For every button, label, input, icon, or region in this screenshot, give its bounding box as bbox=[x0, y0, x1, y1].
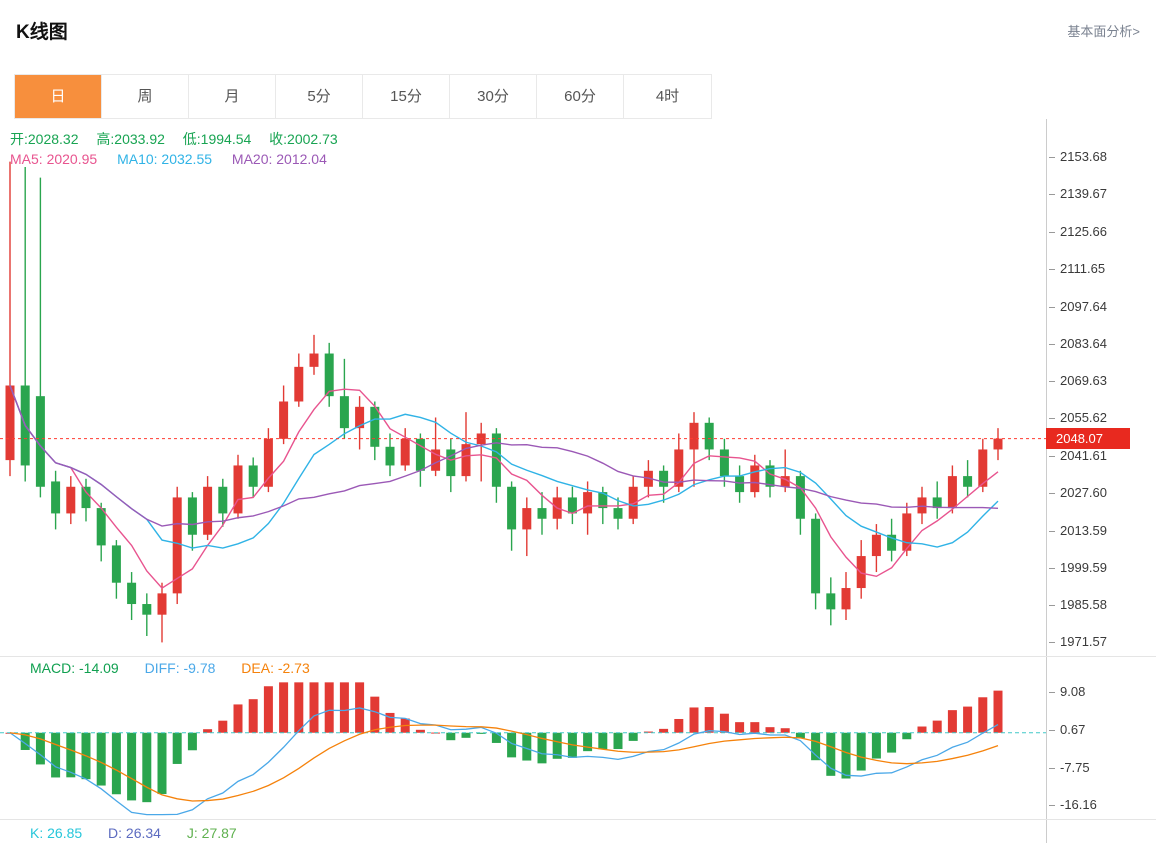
ohlc-legend: 开:2028.32 高:2033.92 低:1994.54 收:2002.73 bbox=[10, 129, 352, 149]
kdj-legend: K: 26.85 D: 26.34 J: 27.87 bbox=[30, 825, 259, 841]
low-value: 低:1994.54 bbox=[182, 131, 252, 147]
page-header: K线图 基本面分析> bbox=[0, 0, 1156, 60]
tab-30min[interactable]: 30分 bbox=[450, 75, 537, 118]
diff-value: DIFF: -9.78 bbox=[144, 660, 216, 676]
close-value: 收:2002.73 bbox=[269, 131, 338, 147]
tab-5min[interactable]: 5分 bbox=[276, 75, 363, 118]
d-value: D: 26.34 bbox=[108, 825, 161, 841]
fundamental-analysis-link[interactable]: 基本面分析> bbox=[1067, 23, 1140, 39]
y-axis-line bbox=[1046, 119, 1047, 843]
tab-week[interactable]: 周 bbox=[102, 75, 189, 118]
price-axis-label: 1971.57 bbox=[1046, 634, 1107, 649]
tab-15min[interactable]: 15分 bbox=[363, 75, 450, 118]
price-axis-label: 1985.58 bbox=[1046, 597, 1107, 612]
price-axis-label: 2027.60 bbox=[1046, 485, 1107, 500]
page-title: K线图 bbox=[16, 21, 68, 43]
price-axis-label: 2153.68 bbox=[1046, 149, 1107, 164]
macd-legend: MACD: -14.09 DIFF: -9.78 DEA: -2.73 bbox=[30, 660, 332, 676]
price-axis-label: 2083.64 bbox=[1046, 336, 1107, 351]
panel-separator bbox=[0, 656, 1156, 657]
price-axis-label: 2111.65 bbox=[1046, 261, 1105, 276]
j-value: J: 27.87 bbox=[186, 825, 237, 841]
price-axis: 2048.07 2153.68 2139.67 2125.66 2111.65 2097… bbox=[1046, 119, 1156, 656]
macd-value: MACD: -14.09 bbox=[30, 660, 119, 676]
ma-legend: MA5: 2020.95 MA10: 2032.55 MA20: 2012.04 bbox=[10, 151, 343, 167]
macd-axis-label: 9.08 bbox=[1046, 684, 1085, 699]
tab-60min[interactable]: 60分 bbox=[537, 75, 624, 118]
price-axis-label: 2097.64 bbox=[1046, 299, 1107, 314]
price-axis-label: 2041.61 bbox=[1046, 448, 1107, 463]
k-value: K: 26.85 bbox=[30, 825, 83, 841]
macd-axis: 9.08 0.67 -7.75 -16.16 bbox=[1046, 681, 1156, 819]
macd-axis-label: 0.67 bbox=[1046, 722, 1085, 737]
price-axis-label: 2069.63 bbox=[1046, 373, 1107, 388]
high-value: 高:2033.92 bbox=[96, 131, 165, 147]
tab-4hour[interactable]: 4时 bbox=[655, 88, 680, 105]
tab-day[interactable]: 日 bbox=[15, 75, 102, 118]
price-axis-label: 2013.59 bbox=[1046, 523, 1107, 538]
open-value: 开:2028.32 bbox=[10, 131, 79, 147]
price-axis-label: 2055.62 bbox=[1046, 410, 1107, 425]
dea-value: DEA: -2.73 bbox=[241, 660, 310, 676]
ma10-value: MA10: 2032.55 bbox=[117, 151, 213, 167]
price-axis-label: 1999.59 bbox=[1046, 560, 1107, 575]
chart-area: 开:2028.32 高:2033.92 低:1994.54 收:2002.73 … bbox=[0, 119, 1156, 843]
tab-month[interactable]: 月 bbox=[189, 75, 276, 118]
ma5-value: MA5: 2020.95 bbox=[10, 151, 98, 167]
macd-chart-canvas[interactable] bbox=[0, 681, 1046, 816]
ma20-value: MA20: 2012.04 bbox=[231, 151, 327, 167]
interval-tabs: 日 周 月 5分 15分 30分 60分 4时 bbox=[14, 74, 712, 119]
panel-separator-2 bbox=[0, 819, 1156, 820]
candlestick-chart-canvas[interactable] bbox=[0, 119, 1046, 652]
price-axis-label: 2139.67 bbox=[1046, 186, 1107, 201]
macd-axis-label: -16.16 bbox=[1046, 797, 1097, 812]
macd-axis-label: -7.75 bbox=[1046, 760, 1090, 775]
price-axis-label: 2125.66 bbox=[1046, 224, 1107, 239]
current-price-badge: 2048.07 bbox=[1046, 427, 1130, 449]
